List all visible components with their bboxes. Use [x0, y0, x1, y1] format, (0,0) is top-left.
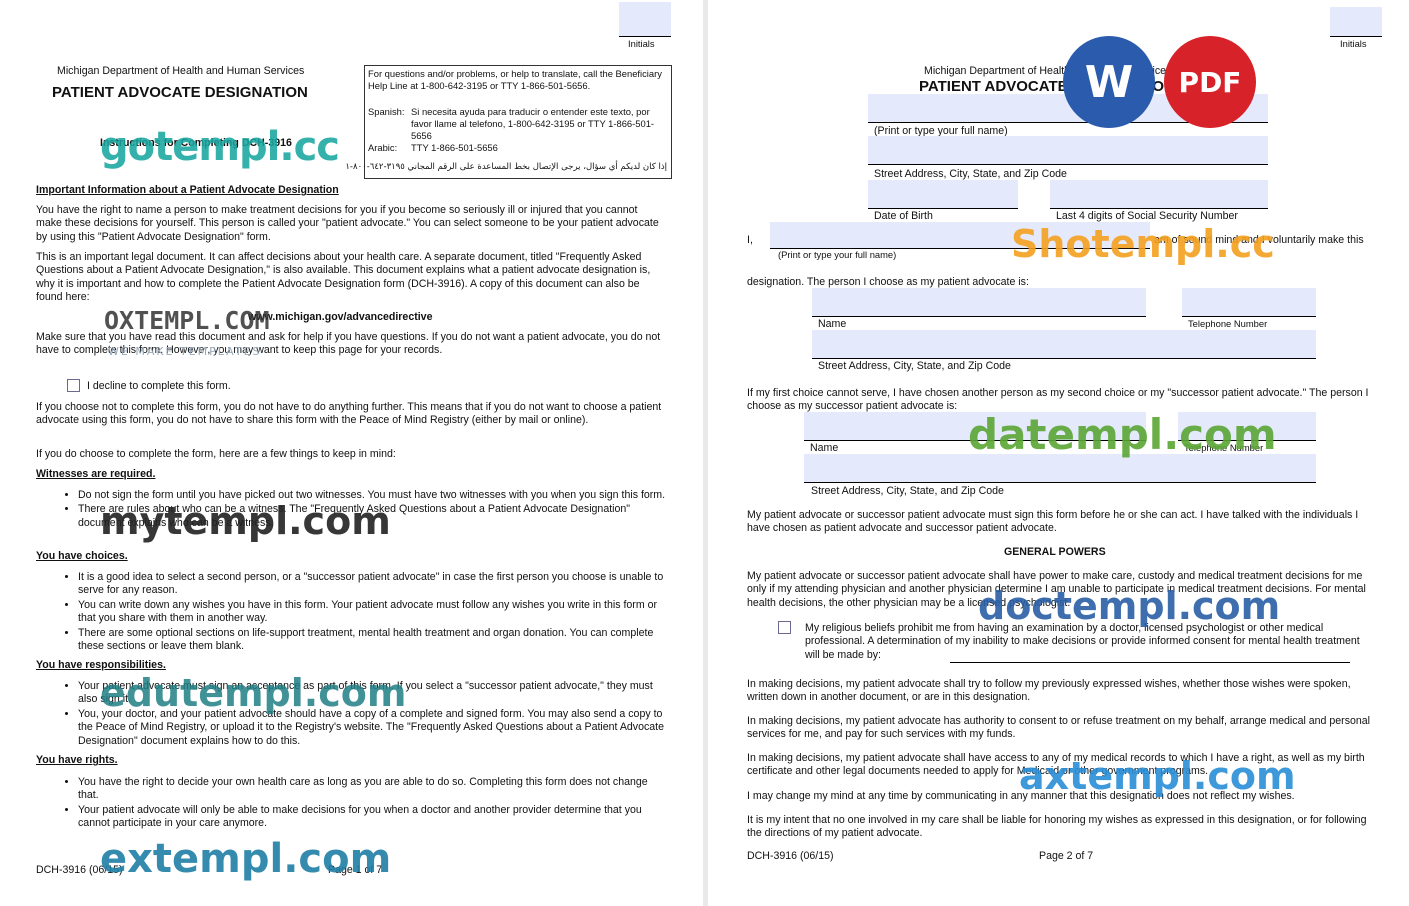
watermark-oxtempl-sub: WE MAKE TEMPLATES: [108, 345, 262, 358]
footer-form-number: DCH-3916 (06/15): [36, 864, 123, 876]
word-badge-icon[interactable]: W: [1063, 36, 1155, 128]
successor-text: If my first choice cannot serve, I have …: [747, 387, 1369, 413]
initials-label: Initials: [1340, 38, 1367, 49]
list-item: There are some optional sections on life…: [78, 627, 668, 654]
page-2: Initials Michigan Department of Health a…: [708, 0, 1409, 906]
advocate-name-label: Name: [818, 318, 847, 330]
watermark-axtempl: axtempl.com: [1019, 754, 1296, 798]
advocate-phone-input[interactable]: [1182, 288, 1316, 316]
wishes-text: In making decisions, my patient advocate…: [747, 678, 1351, 704]
faq-url[interactable]: www.michigan.gov/advancedirective: [248, 311, 433, 323]
page-title: PATIENT ADVOCATE DESIGNATION: [52, 84, 308, 101]
advocate-name-input[interactable]: [812, 288, 1146, 316]
word-badge-label: W: [1084, 56, 1134, 108]
rights-heading: You have rights.: [36, 754, 118, 766]
liability-text: It is my intent that no one involved in …: [747, 814, 1367, 840]
help-spanish: Si necesita ayuda para traducir o entend…: [411, 106, 655, 141]
watermark-edutempl: edutempl.com: [100, 671, 407, 715]
accept-text: My patient advocate or successor patient…: [747, 509, 1359, 535]
successor-phone-input[interactable]: [1178, 412, 1316, 440]
successor-address-label: Street Address, City, State, and Zip Cod…: [811, 485, 1004, 497]
watermark-extempl: extempl.com: [100, 836, 392, 882]
general-powers-heading: GENERAL POWERS: [1004, 546, 1106, 558]
initials-label: Initials: [628, 38, 655, 49]
i-label: I,: [747, 234, 753, 246]
list-item: Your patient advocate will only be able …: [78, 804, 668, 831]
dob-input[interactable]: [868, 180, 1018, 208]
ssn-input[interactable]: [1050, 180, 1268, 208]
help-box: For questions and/or problems, or help t…: [345, 65, 672, 179]
full-name-label: (Print or type your full name): [874, 125, 1008, 137]
watermark-shotempl: Shotempl.cc: [1011, 222, 1275, 266]
help-arabic-line: إذا كان لديكم أي سؤال، يرجى الإتصال بخط …: [345, 162, 667, 172]
religious-checkbox[interactable]: [778, 621, 791, 634]
para-right: You have the right to name a person to m…: [36, 204, 659, 243]
watermark-datempl: datempl.com: [968, 410, 1277, 459]
page-1: Initials Michigan Department of Health a…: [0, 0, 703, 906]
list-item: You can write down any wishes you have i…: [78, 599, 668, 626]
initials-field[interactable]: [619, 2, 671, 36]
successor-phone-label: Telephone Number: [1184, 442, 1264, 453]
pdf-badge-icon[interactable]: PDF: [1164, 36, 1256, 128]
advocate-address-input[interactable]: [812, 330, 1316, 358]
instructions-subtitle: Instructions for Completing DCH-3916: [100, 137, 292, 149]
watermark-mytempl: mytempl.com: [100, 499, 391, 543]
responsibilities-list: Your patient advocate must sign an accep…: [36, 680, 668, 749]
watermark-oxtempl: OXTEMPL.COM: [104, 306, 270, 335]
footer-page-number: Page 2 of 7: [1039, 850, 1094, 862]
change-text: I may change my mind at any time by comm…: [747, 790, 1295, 802]
list-item: It is a good idea to select a second per…: [78, 571, 668, 598]
i-name-input[interactable]: [770, 222, 1150, 248]
footer-page-number: Page 1 of 7: [328, 864, 383, 876]
advocate-address-label: Street Address, City, State, and Zip Cod…: [818, 360, 1011, 372]
choices-list: It is a good idea to select a second per…: [36, 571, 668, 654]
list-item: Your patient advocate must sign an accep…: [78, 680, 668, 707]
important-heading: Important Information about a Patient Ad…: [36, 184, 339, 196]
records-text: In making decisions, my patient advocate…: [747, 752, 1365, 778]
witnesses-heading: Witnesses are required.: [36, 468, 156, 480]
successor-name-label: Name: [810, 442, 839, 454]
help-english: For questions and/or problems, or help t…: [368, 68, 662, 91]
decline-checkbox[interactable]: [67, 379, 80, 392]
successor-address-input[interactable]: [804, 454, 1316, 482]
list-item: You have the right to decide your own he…: [78, 776, 668, 803]
watermark-gotempl: gotempl.cc: [100, 124, 340, 170]
powers-text: My patient advocate or successor patient…: [747, 570, 1366, 609]
advocate-phone-label: Telephone Number: [1188, 318, 1268, 329]
i-name-label: (Print or type your full name): [778, 249, 897, 260]
para-read: Make sure that you have read this docume…: [36, 331, 661, 357]
para-do-choose: If you do choose to complete the form, h…: [36, 448, 396, 460]
responsibilities-heading: You have responsibilities.: [36, 659, 166, 671]
address-input[interactable]: [868, 136, 1268, 164]
witnesses-list: Do not sign the form until you have pick…: [36, 489, 668, 531]
decline-label: I decline to complete this form.: [87, 380, 231, 392]
help-arabic-tty: TTY 1-866-501-5656: [411, 142, 498, 153]
address-label: Street Address, City, State, and Zip Cod…: [874, 168, 1067, 180]
sound-mind-text: am of sound mind and I voluntarily make …: [1154, 234, 1364, 246]
list-item: You, your doctor, and your patient advoc…: [78, 708, 668, 748]
rights-list: You have the right to decide your own he…: [36, 776, 668, 832]
help-spanish-label: Spanish:: [368, 106, 405, 117]
para-legal: This is an important legal document. It …: [36, 251, 651, 304]
para-not-choose: If you choose not to complete this form,…: [36, 401, 662, 427]
help-arabic-label: Arabic:: [368, 142, 398, 153]
list-item: There are rules about who can be a witne…: [78, 503, 668, 530]
dob-label: Date of Birth: [874, 210, 933, 222]
designation-text: designation. The person I choose as my p…: [747, 276, 1029, 288]
list-item: Do not sign the form until you have pick…: [78, 489, 668, 502]
religious-text: My religious beliefs prohibit me from ha…: [805, 622, 1360, 661]
authority-text: In making decisions, my patient advocate…: [747, 715, 1371, 741]
ssn-label: Last 4 digits of Social Security Number: [1056, 210, 1238, 222]
footer-form-number: DCH-3916 (06/15): [747, 850, 834, 862]
choices-heading: You have choices.: [36, 550, 128, 562]
agency-name: Michigan Department of Health and Human …: [57, 65, 305, 77]
successor-name-input[interactable]: [804, 412, 1146, 440]
pdf-badge-label: PDF: [1178, 65, 1242, 99]
watermark-doctempl: doctempl.com: [978, 584, 1281, 628]
determination-line: [950, 662, 1350, 663]
initials-field-2[interactable]: [1330, 7, 1382, 36]
